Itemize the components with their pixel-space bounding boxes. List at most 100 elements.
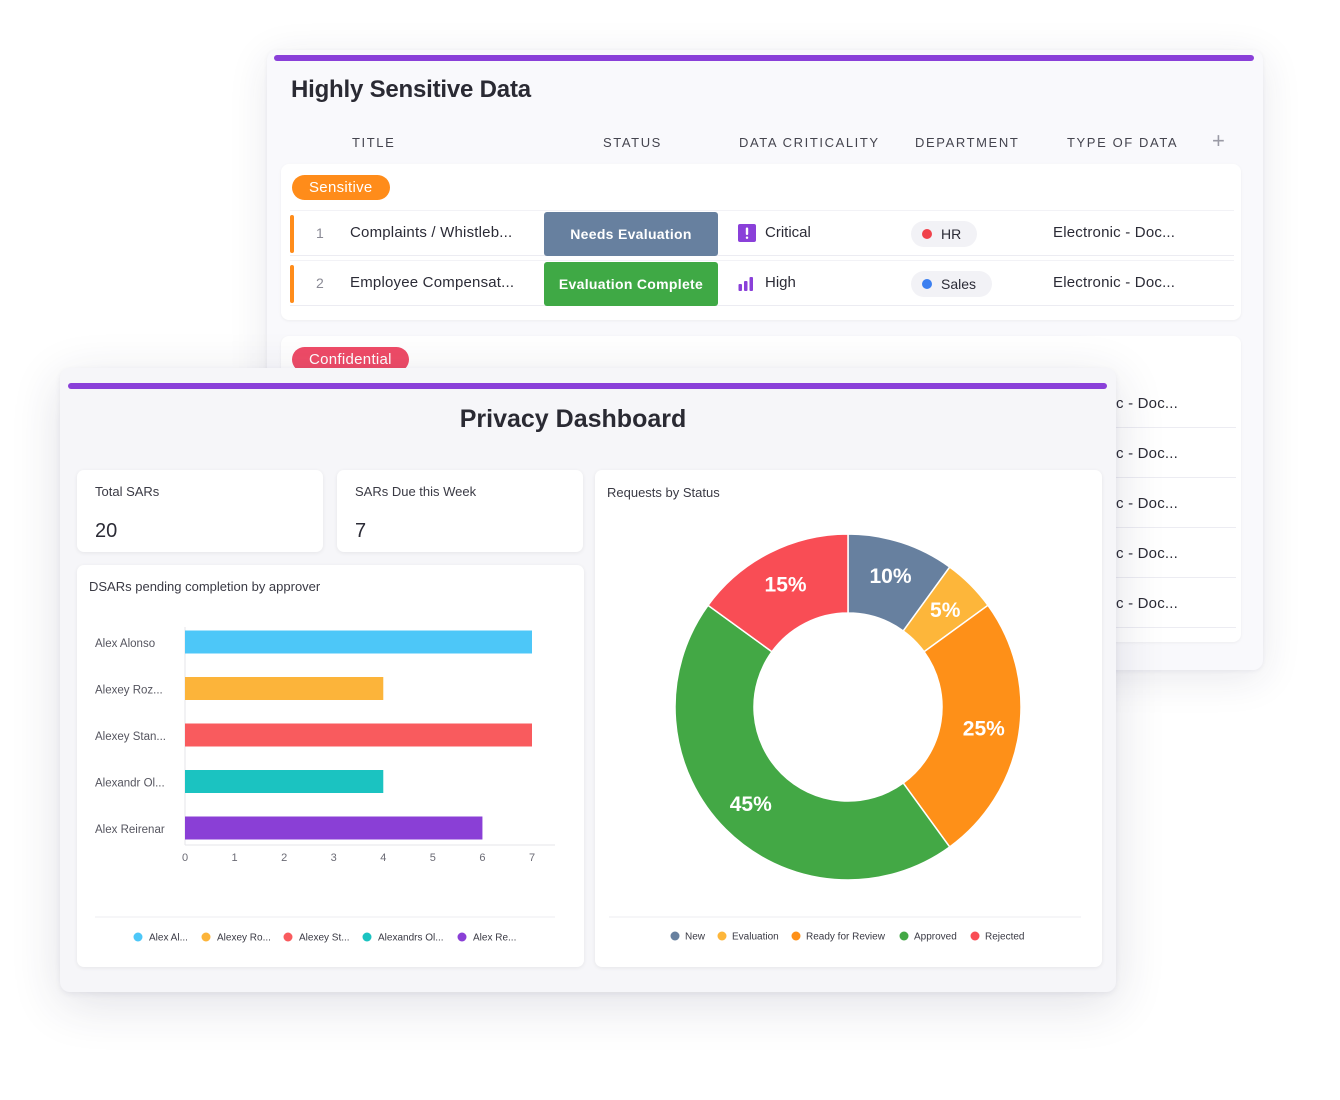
legend-label[interactable]: Approved — [914, 932, 957, 943]
legend-swatch — [717, 931, 727, 941]
privacy-dashboard-card: Privacy Dashboard Total SARs 20 SARs Due… — [60, 368, 1116, 992]
legend-label[interactable]: Rejected — [985, 932, 1024, 943]
legend-label[interactable]: Alexey Ro... — [217, 933, 271, 944]
table-row-partial[interactable]: c - Doc... — [1116, 582, 1236, 628]
bar-chart-title: DSARs pending completion by approver — [89, 579, 321, 594]
x-tick-label: 3 — [331, 852, 337, 864]
data-type-value: c - Doc... — [1116, 595, 1179, 612]
status-badge[interactable]: Evaluation Complete — [544, 262, 718, 306]
row-title[interactable]: Complaints / Whistleb... — [350, 224, 513, 241]
donut-chart-title: Requests by Status — [607, 485, 720, 500]
card-accent-bar — [274, 55, 1254, 61]
legend-swatch — [899, 931, 909, 941]
row-accent — [290, 265, 294, 303]
data-type-value: c - Doc... — [1116, 545, 1179, 562]
data-type-value: c - Doc... — [1116, 395, 1179, 412]
legend-label[interactable]: New — [685, 932, 706, 943]
x-tick-label: 1 — [232, 852, 238, 864]
slice-percent-label: 45% — [730, 793, 772, 816]
data-type-value: c - Doc... — [1116, 495, 1179, 512]
total-sars-tile[interactable]: Total SARs 20 — [77, 470, 323, 552]
table-row-partial[interactable]: c - Doc... — [1116, 432, 1236, 478]
table-row-partial[interactable]: c - Doc... — [1116, 532, 1236, 578]
donut-slice[interactable] — [674, 604, 951, 881]
legend-swatch — [970, 931, 980, 941]
card-accent-bar — [68, 383, 1107, 389]
sars-due-tile[interactable]: SARs Due this Week 7 — [337, 470, 583, 552]
slice-percent-label: 25% — [963, 718, 1005, 741]
bar[interactable] — [185, 816, 483, 840]
donut-slice[interactable] — [902, 604, 1022, 849]
legend-swatch — [457, 932, 467, 942]
group-label-sensitive[interactable]: Sensitive — [292, 175, 390, 200]
department-dot — [922, 279, 932, 289]
x-tick-label: 4 — [380, 852, 386, 864]
legend-swatch — [201, 932, 211, 942]
table-row-partial[interactable]: c - Doc... — [1116, 382, 1236, 428]
donut-chart: 10% 5% 25% 45% 15% New Evaluation Ready for Rev… — [609, 533, 1081, 943]
legend-label[interactable]: Evaluation — [732, 932, 779, 943]
bar[interactable] — [185, 723, 532, 747]
x-tick-label: 7 — [529, 852, 535, 864]
department-label: HR — [941, 226, 962, 242]
bar[interactable] — [185, 677, 384, 700]
legend-label[interactable]: Alex Al... — [149, 933, 188, 944]
bar-category-label: Alex Alonso — [95, 638, 155, 650]
bar-category-label: Alex Reirenar — [95, 824, 165, 836]
department-chip[interactable]: HR — [911, 221, 978, 247]
plus-icon[interactable]: + — [1212, 128, 1225, 153]
legend-swatch — [283, 932, 293, 942]
table-row-partial[interactable]: c - Doc... — [1116, 482, 1236, 528]
bar-chart: Alex Alonso Alexey Roz... Alexey Stan... Al… — [95, 627, 555, 944]
legend-swatch — [133, 932, 143, 942]
column-header-title[interactable]: TITLE — [352, 135, 396, 150]
row-accent — [290, 215, 294, 253]
column-header-status[interactable]: STATUS — [603, 135, 662, 150]
bar-category-label: Alexandr Ol... — [95, 778, 165, 790]
legend-label[interactable]: Alexandrs Ol... — [378, 933, 444, 944]
department-chip[interactable]: Sales — [911, 271, 993, 297]
bar[interactable] — [185, 770, 384, 793]
column-header-department[interactable]: DEPARTMENT — [915, 135, 1020, 150]
signal-bars-icon — [738, 277, 753, 291]
table-row[interactable]: 1 Complaints / Whistleb... Needs Evaluat… — [290, 210, 1234, 256]
table-row[interactable]: 2 Employee Compensat... Evaluation Compl… — [290, 260, 1234, 306]
slice-percent-label: 5% — [930, 599, 961, 622]
legend-label[interactable]: Alexey St... — [299, 933, 350, 944]
row-number: 2 — [316, 275, 324, 291]
criticality-value: High — [765, 274, 796, 291]
table-title: Highly Sensitive Data — [291, 76, 531, 103]
slice-percent-label: 10% — [869, 565, 911, 588]
legend-swatch — [791, 931, 801, 941]
group-sensitive: Sensitive 1 Complaints / Whistleb... Nee… — [281, 164, 1241, 320]
criticality-value: Critical — [765, 224, 811, 241]
department-label: Sales — [941, 276, 977, 292]
group-label-confidential[interactable]: Confidential — [292, 347, 409, 372]
data-type-value: Electronic - Doc... — [1053, 224, 1176, 241]
tile-value: 20 — [95, 520, 118, 542]
data-type-value: c - Doc... — [1116, 445, 1179, 462]
bar-category-label: Alexey Stan... — [95, 731, 166, 743]
exclamation-icon — [738, 224, 756, 242]
bar-category-label: Alexey Roz... — [95, 685, 163, 697]
bar-chart-panel: DSARs pending completion by approver Ale… — [77, 565, 584, 967]
tile-label: SARs Due this Week — [355, 484, 477, 499]
row-title[interactable]: Employee Compensat... — [350, 274, 515, 291]
status-badge[interactable]: Needs Evaluation — [544, 212, 718, 256]
legend-label[interactable]: Alex Re... — [473, 933, 516, 944]
bar[interactable] — [185, 630, 532, 654]
x-tick-label: 5 — [430, 852, 436, 864]
legend-swatch — [670, 931, 680, 941]
row-number: 1 — [316, 225, 324, 241]
tile-value: 7 — [355, 520, 367, 542]
x-tick-label: 2 — [281, 852, 287, 864]
legend-swatch — [362, 932, 372, 942]
dashboard-title: Privacy Dashboard — [459, 405, 687, 433]
legend-label[interactable]: Ready for Review — [806, 932, 886, 943]
x-tick-label: 6 — [479, 852, 485, 864]
donut-slice[interactable] — [706, 533, 849, 653]
column-header-criticality[interactable]: DATA CRITICALITY — [739, 135, 880, 150]
slice-percent-label: 15% — [765, 573, 807, 596]
column-header-type[interactable]: TYPE OF DATA — [1067, 135, 1179, 150]
data-type-value: Electronic - Doc... — [1053, 274, 1176, 291]
